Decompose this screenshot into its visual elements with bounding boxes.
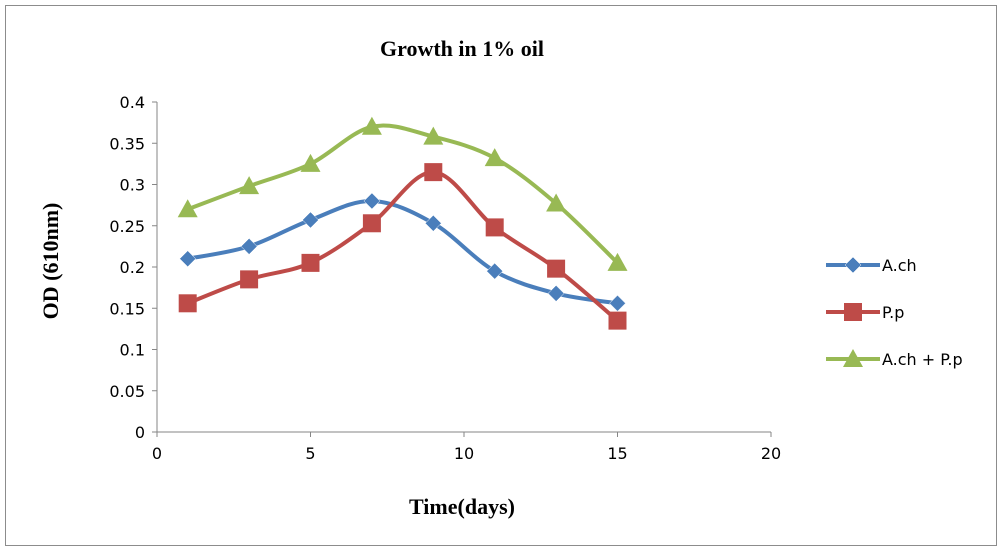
x-tick-label: 0 (152, 444, 162, 463)
legend: A.ch P.p A.ch + P.p (826, 256, 963, 369)
legend-label: A.ch (882, 256, 917, 275)
y-axis-title: OD (610nm) (38, 203, 63, 320)
series-0 (179, 192, 626, 312)
data-point (362, 214, 381, 233)
y-tick-label: 0.1 (120, 341, 145, 360)
legend-marker (844, 303, 862, 321)
series-layer (177, 116, 628, 330)
chart-area: Growth in 1% oil 0 5 10 15 20 0 0.05 0.1 0.15 0.… (5, 5, 997, 546)
data-point (546, 193, 567, 212)
data-point (301, 253, 320, 272)
y-tick-label: 0.15 (109, 299, 145, 318)
data-point (179, 250, 197, 268)
y-tick-label: 0.05 (109, 382, 145, 401)
data-point (302, 211, 319, 229)
x-tick-labels: 0 5 10 15 20 (152, 444, 781, 463)
data-point (178, 294, 197, 313)
legend-marker (843, 349, 863, 367)
data-point (607, 252, 628, 271)
data-point (484, 148, 505, 167)
line-chart: Growth in 1% oil 0 5 10 15 20 0 0.05 0.1 0.15 0.… (38, 36, 963, 519)
legend-label: A.ch + P.p (882, 350, 963, 369)
x-tick-label: 10 (454, 444, 474, 463)
data-point (424, 214, 442, 232)
data-point (547, 285, 565, 302)
data-point (239, 176, 260, 195)
y-tick-labels: 0 0.05 0.1 0.15 0.2 0.25 0.3 0.35 0.4 (109, 93, 145, 442)
y-tick-label: 0.4 (120, 93, 145, 112)
series-line (187, 198, 618, 306)
y-tick-label: 0.2 (120, 258, 145, 277)
x-axis-title: Time(days) (409, 494, 515, 519)
legend-entry: A.ch (826, 256, 917, 275)
y-tick-label: 0.3 (120, 176, 145, 195)
x-tick-label: 15 (607, 444, 627, 463)
series-2 (177, 116, 628, 271)
legend-marker (844, 256, 862, 274)
data-point (486, 262, 504, 280)
legend-label: P.p (882, 303, 904, 322)
y-tick-label: 0.35 (109, 134, 145, 153)
y-tick-label: 0.25 (109, 217, 145, 236)
data-point (423, 126, 444, 145)
data-point (424, 163, 443, 182)
series-1 (178, 163, 627, 330)
x-tick-label: 5 (305, 444, 315, 463)
data-point (177, 199, 198, 218)
data-point (240, 270, 259, 289)
data-point (361, 116, 382, 135)
data-point (609, 294, 626, 312)
y-tick-label: 0 (135, 423, 145, 442)
data-point (608, 311, 627, 330)
data-point (363, 192, 381, 210)
data-point (485, 218, 504, 237)
x-tick-label: 20 (761, 444, 781, 463)
chart-title: Growth in 1% oil (380, 36, 544, 61)
axes (152, 101, 772, 437)
data-point (547, 259, 566, 278)
data-point (240, 238, 258, 255)
legend-entry: A.ch + P.p (826, 349, 963, 369)
legend-entry: P.p (826, 303, 904, 322)
data-point (300, 153, 321, 172)
